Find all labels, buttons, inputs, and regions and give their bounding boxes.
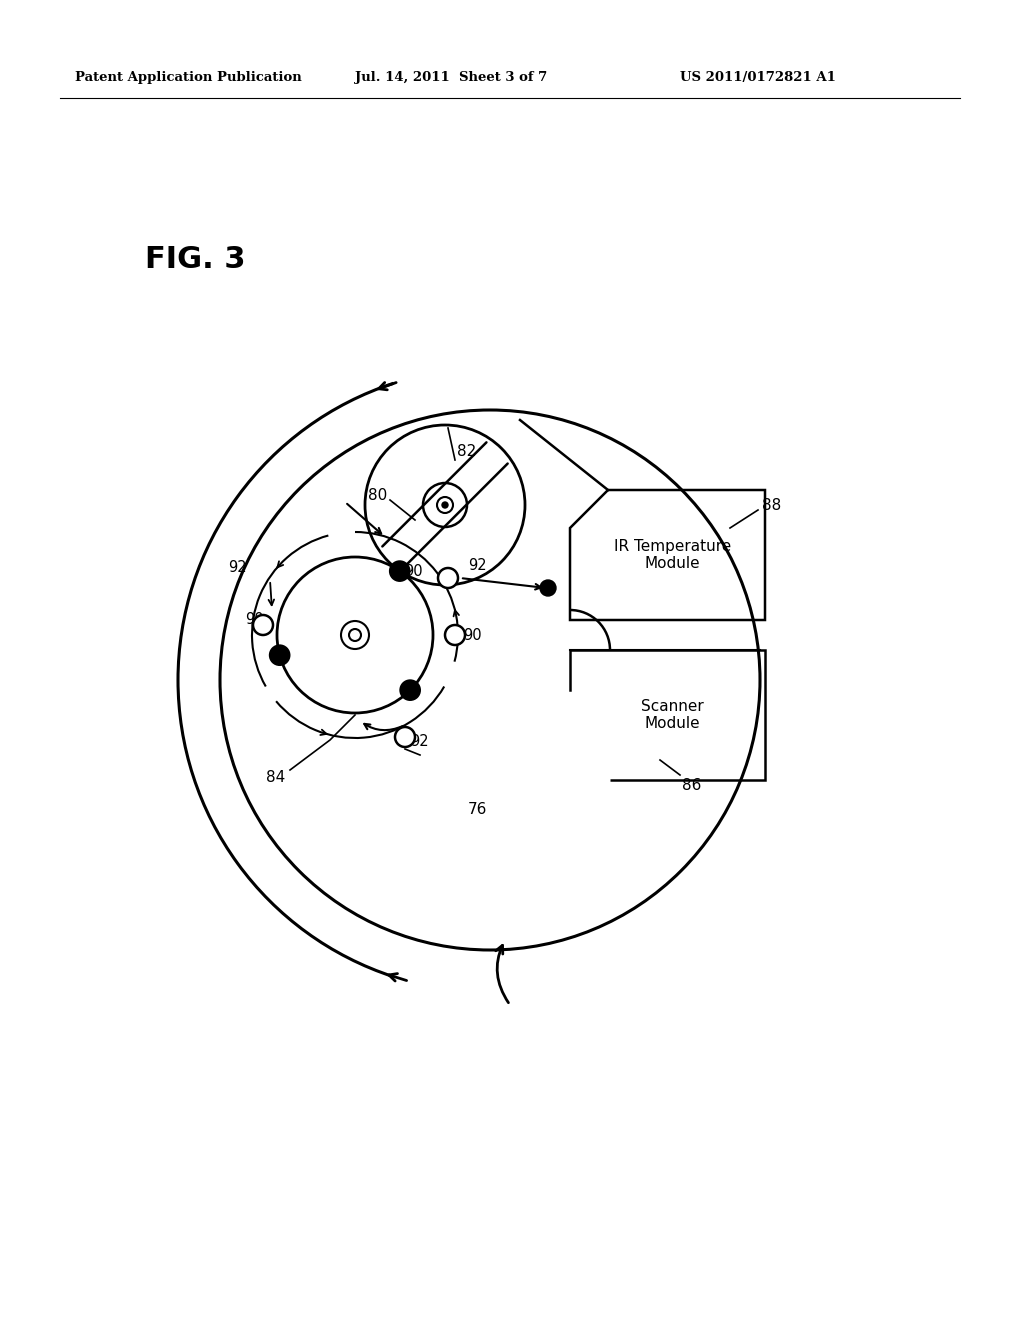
Circle shape (442, 502, 449, 508)
Circle shape (445, 624, 465, 645)
Text: 80: 80 (368, 487, 387, 503)
Text: 86: 86 (682, 777, 701, 792)
Text: 90: 90 (463, 627, 481, 643)
Circle shape (341, 620, 369, 649)
Circle shape (540, 579, 556, 597)
Text: 82: 82 (457, 445, 476, 459)
Circle shape (437, 498, 453, 513)
Text: 92: 92 (228, 561, 247, 576)
Text: 92: 92 (410, 734, 429, 750)
Text: FIG. 3: FIG. 3 (145, 246, 246, 275)
Circle shape (390, 561, 410, 581)
Text: Jul. 14, 2011  Sheet 3 of 7: Jul. 14, 2011 Sheet 3 of 7 (355, 71, 547, 84)
Text: 92: 92 (468, 557, 486, 573)
Circle shape (400, 680, 420, 700)
Text: 84: 84 (266, 771, 286, 785)
Text: 90: 90 (245, 612, 263, 627)
Circle shape (438, 568, 458, 587)
Text: Patent Application Publication: Patent Application Publication (75, 71, 302, 84)
Text: 88: 88 (762, 498, 781, 512)
Text: Scanner
Module: Scanner Module (641, 698, 703, 731)
Circle shape (395, 727, 415, 747)
Circle shape (253, 615, 273, 635)
Circle shape (269, 645, 290, 665)
Text: 90: 90 (404, 565, 423, 579)
Circle shape (349, 630, 361, 642)
Text: US 2011/0172821 A1: US 2011/0172821 A1 (680, 71, 836, 84)
Text: IR Temperature
Module: IR Temperature Module (613, 539, 731, 572)
Text: 76: 76 (468, 803, 487, 817)
